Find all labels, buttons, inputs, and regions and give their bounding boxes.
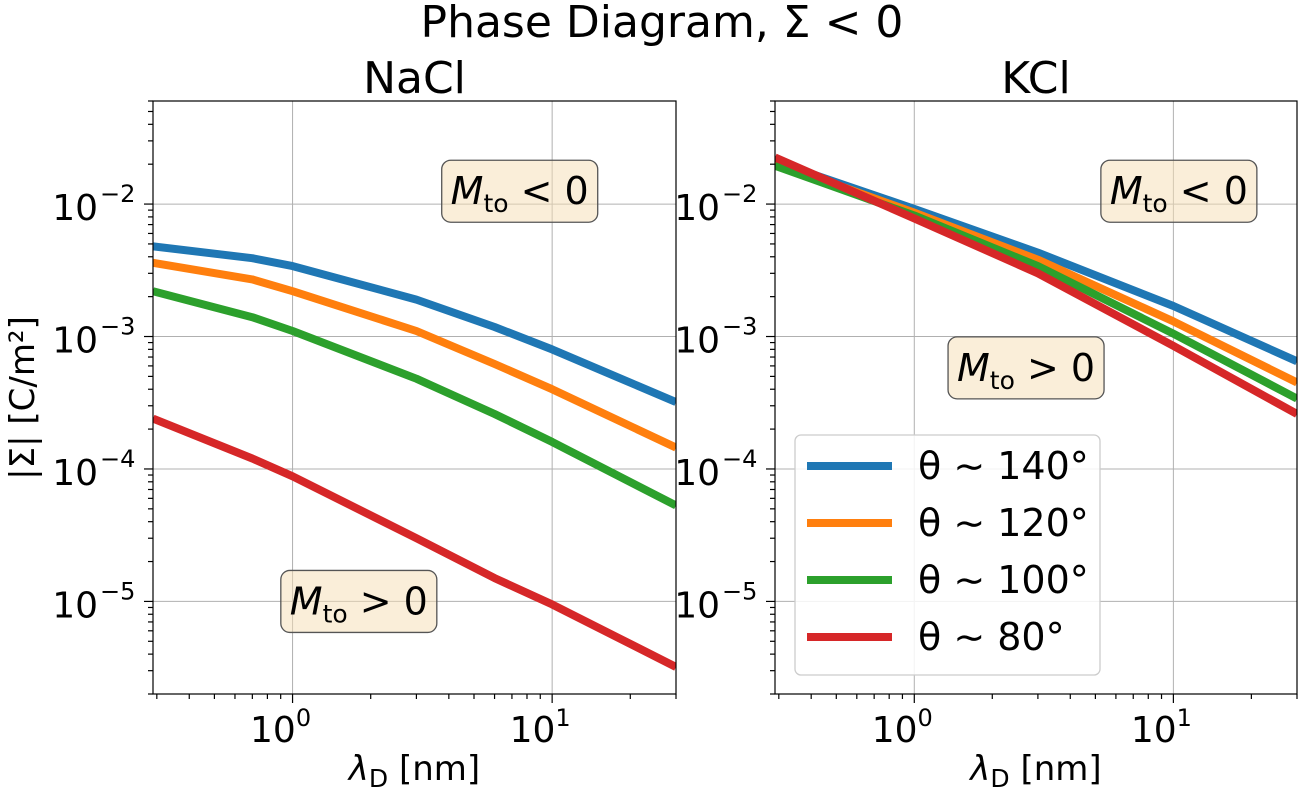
legend-entry: θ ∼ 120° bbox=[807, 501, 1089, 545]
region-annotation: Mto < 0 bbox=[441, 159, 599, 223]
svg-text:Mto > 0: Mto > 0 bbox=[290, 579, 428, 628]
svg-text:Mto > 0: Mto > 0 bbox=[957, 346, 1095, 395]
plot-frame bbox=[152, 100, 677, 695]
region-annotation: Mto < 0 bbox=[1100, 159, 1258, 223]
y-tick-label: 10 bbox=[52, 453, 98, 494]
legend-label: θ ∼ 100° bbox=[918, 558, 1089, 602]
y-tick-label: 10 bbox=[674, 188, 720, 229]
figure-title: Phase Diagram, Σ < 0 bbox=[421, 0, 904, 48]
y-tick-exponent: −5 bbox=[100, 577, 135, 605]
legend-label: θ ∼ 80° bbox=[918, 615, 1065, 659]
y-tick-label: 10 bbox=[52, 585, 98, 626]
panel-title: NaCl bbox=[363, 53, 466, 104]
x-tick-label: 100 bbox=[872, 704, 933, 751]
y-tick-label: 10 bbox=[52, 188, 98, 229]
x-axis-label: λD [nm] bbox=[347, 749, 480, 790]
plot-frame bbox=[774, 100, 1298, 695]
panel-title: KCl bbox=[1001, 53, 1070, 104]
y-axis-label: |Σ| [C/m²] bbox=[3, 316, 43, 480]
series-line-3 bbox=[153, 287, 676, 510]
y-tick-exponent: −4 bbox=[100, 445, 135, 473]
svg-text:Mto < 0: Mto < 0 bbox=[451, 169, 589, 218]
series-line-2 bbox=[153, 258, 676, 452]
x-tick-label: 101 bbox=[510, 704, 571, 751]
y-tick-exponent: −3 bbox=[100, 313, 135, 341]
y-tick-exponent: −5 bbox=[722, 577, 757, 605]
svg-text:Mto < 0: Mto < 0 bbox=[1110, 169, 1248, 218]
y-tick-label: 10 bbox=[674, 321, 720, 362]
y-tick-exponent: −2 bbox=[722, 180, 757, 208]
y-tick-label: 10 bbox=[52, 321, 98, 362]
x-tick-label: 101 bbox=[1131, 704, 1192, 751]
legend-entry: θ ∼ 140° bbox=[807, 444, 1089, 488]
y-tick-exponent: −2 bbox=[100, 180, 135, 208]
region-annotation: Mto > 0 bbox=[947, 336, 1105, 400]
legend-entry: θ ∼ 100° bbox=[807, 558, 1089, 602]
series-line-4 bbox=[153, 414, 676, 671]
y-tick-label: 10 bbox=[674, 585, 720, 626]
legend: θ ∼ 140° θ ∼ 120° θ ∼ 100° θ ∼ 80° bbox=[794, 434, 1101, 676]
y-tick-exponent: −3 bbox=[722, 313, 757, 341]
region-annotation: Mto > 0 bbox=[280, 569, 438, 634]
series-line-1 bbox=[153, 242, 676, 406]
legend-label: θ ∼ 120° bbox=[918, 501, 1089, 545]
legend-entry: θ ∼ 80° bbox=[807, 615, 1065, 659]
x-axis-label: λD [nm] bbox=[968, 749, 1101, 790]
y-tick-exponent: −4 bbox=[722, 445, 757, 473]
y-tick-label: 10 bbox=[674, 453, 720, 494]
series-line-4 bbox=[775, 153, 1297, 418]
x-tick-label: 100 bbox=[250, 704, 311, 751]
legend-label: θ ∼ 140° bbox=[918, 444, 1089, 488]
